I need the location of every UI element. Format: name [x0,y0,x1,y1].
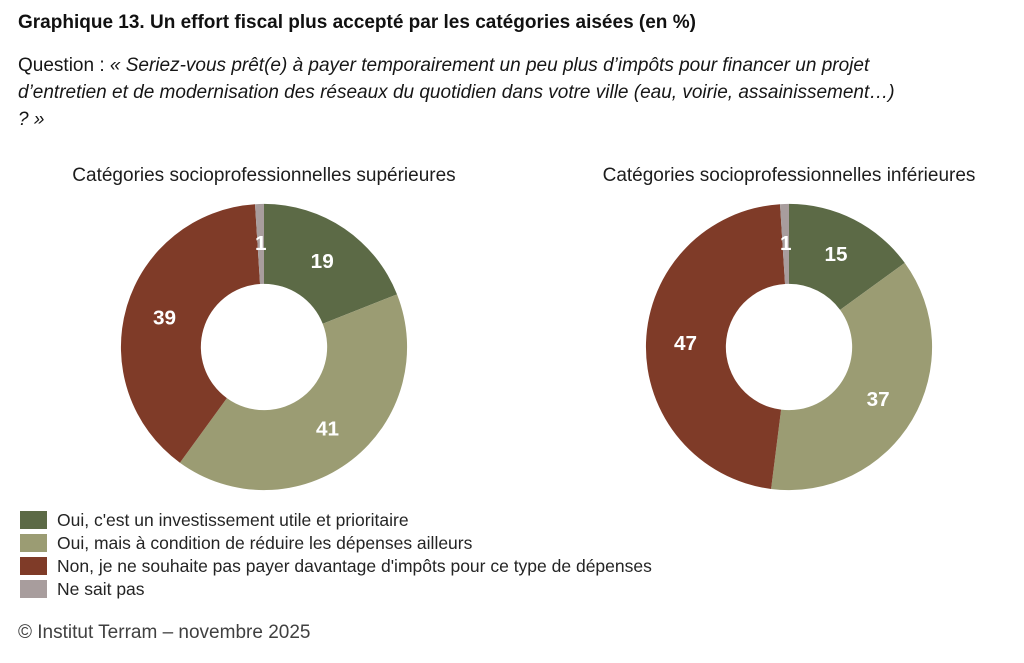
chart-title-superieures: Catégories socioprofessionnelles supérie… [72,165,456,186]
charts-row: Catégories socioprofessionnelles supérie… [0,163,1024,495]
legend: Oui, c'est un investissement utile et pr… [20,511,1024,598]
legend-label: Non, je ne souhaite pas payer davantage … [57,556,652,576]
slice-value-label: 47 [674,332,697,355]
donut-slice-0 [264,203,398,324]
report-figure: Graphique 13. Un effort fiscal plus acce… [0,10,1024,663]
chart-title-inferieures: Catégories socioprofessionnelles inférie… [602,165,976,186]
donut-slice-3 [255,203,264,284]
legend-item-oui-prioritaire: Oui, c'est un investissement utile et pr… [20,511,1024,529]
source-credit: © Institut Terram – novembre 2025 [18,622,311,643]
question-label: Question : [18,55,110,76]
slice-value-label: 1 [780,232,792,255]
slice-value-label: 37 [867,388,890,411]
legend-label: Oui, mais à condition de réduire les dép… [57,533,473,553]
slice-value-label: 19 [311,250,334,273]
chart-block-superieures: Catégories socioprofessionnelles supérie… [18,163,510,495]
figure-number: Graphique 13. [18,12,145,33]
donut-slice-1 [771,262,933,491]
donut-chart-inferieures: 15 37 47 1 [645,203,933,491]
legend-item-ne-sait-pas: Ne sait pas [20,580,1024,598]
slice-value-label: 39 [153,307,176,330]
donut-slice-0 [789,203,905,310]
donut-slice-2 [645,204,786,489]
chart-block-inferieures: Catégories socioprofessionnelles inférie… [560,163,1018,495]
legend-swatch-green [20,511,47,529]
legend-swatch-brown [20,557,47,575]
figure-title: Graphique 13. Un effort fiscal plus acce… [18,10,1024,35]
legend-item-oui-condition: Oui, mais à condition de réduire les dép… [20,534,1024,552]
figure-title-text: Un effort fiscal plus accepté par les ca… [144,12,696,33]
donut-slice-1 [179,294,408,491]
slice-value-label: 15 [825,243,848,266]
survey-question: Question : « Seriez-vous prêt(e) à payer… [18,52,903,133]
legend-label: Oui, c'est un investissement utile et pr… [57,510,409,530]
donut-slice-2 [120,204,261,463]
legend-item-non: Non, je ne souhaite pas payer davantage … [20,557,1024,575]
donut-slice-3 [780,203,789,284]
legend-swatch-olive [20,534,47,552]
question-text: « Seriez-vous prêt(e) à payer temporaire… [18,55,895,130]
slice-value-label: 41 [316,417,339,440]
legend-label: Ne sait pas [57,579,145,599]
slice-value-label: 1 [255,232,267,255]
donut-chart-superieures: 19 41 39 1 [120,203,408,491]
legend-swatch-gray [20,580,47,598]
